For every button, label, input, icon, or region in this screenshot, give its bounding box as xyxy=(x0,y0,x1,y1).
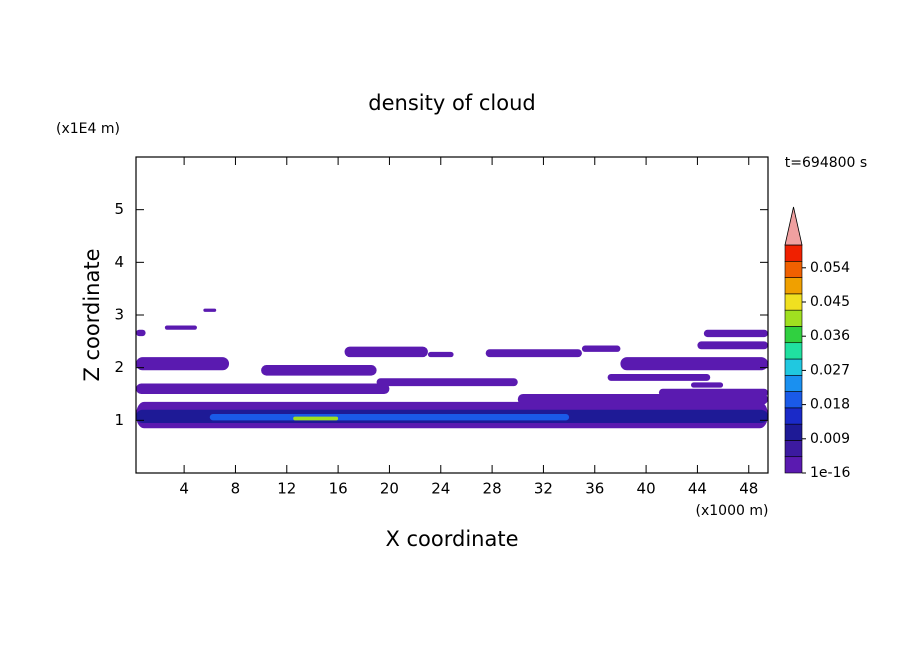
colorbar-segment xyxy=(784,309,803,327)
x-tick-label: 24 xyxy=(431,480,450,498)
contour-patch xyxy=(485,349,582,358)
colorbar-segment xyxy=(784,358,803,376)
x-tick-label: 32 xyxy=(534,480,553,498)
colorbar-segment xyxy=(784,342,803,360)
colorbar-tick-label: 0.027 xyxy=(810,362,850,378)
contour-patch xyxy=(703,329,768,338)
y-tick-label: 5 xyxy=(114,200,124,218)
x-tick-label: 40 xyxy=(637,480,656,498)
x-tick-label: 4 xyxy=(179,480,189,498)
y-tick-label: 3 xyxy=(114,306,124,324)
colorbar-segment xyxy=(784,277,803,295)
contour-patch xyxy=(261,365,377,376)
colorbar-overflow xyxy=(784,206,803,246)
contour-patch xyxy=(136,357,230,371)
colorbar-segment xyxy=(784,407,803,425)
contour-patch xyxy=(691,382,724,388)
colorbar-tick-label: 1e-16 xyxy=(810,465,850,481)
y-tick-label: 2 xyxy=(114,358,124,376)
y-unit: (x1E4 m) xyxy=(56,121,120,137)
x-axis-label: X coordinate xyxy=(385,527,518,551)
colorbar-tick-label: 0.018 xyxy=(810,397,850,413)
chart-title: density of cloud xyxy=(368,91,535,115)
y-tick-label: 4 xyxy=(114,253,124,271)
x-tick-label: 44 xyxy=(688,480,707,498)
colorbar-tick-label: 0.009 xyxy=(810,431,850,447)
x-unit: (x1000 m) xyxy=(696,503,769,519)
colorbar-segment xyxy=(784,440,803,458)
contour-patch xyxy=(293,416,339,421)
contour-patch xyxy=(136,329,146,337)
colorbar-segment xyxy=(784,244,803,262)
contour-patch xyxy=(581,345,621,352)
contour-patch xyxy=(136,383,390,394)
colorbar-segment xyxy=(784,374,803,392)
contour-patch xyxy=(620,357,768,371)
contour-patch xyxy=(427,351,454,358)
contour-patch xyxy=(697,341,768,350)
contour-patch xyxy=(344,346,428,358)
y-tick-label: 1 xyxy=(114,411,124,429)
x-tick-label: 20 xyxy=(380,480,399,498)
colorbar-segment xyxy=(784,293,803,311)
x-tick-label: 28 xyxy=(483,480,502,498)
colorbar-tick-label: 0.045 xyxy=(810,294,850,310)
colorbar-tick-label: 0.036 xyxy=(810,328,850,344)
contour-patch xyxy=(376,378,518,387)
contour-patch xyxy=(203,308,217,312)
colorbar-segment xyxy=(784,391,803,409)
x-tick-label: 12 xyxy=(277,480,296,498)
contour-patch xyxy=(209,414,570,421)
x-tick-label: 48 xyxy=(739,480,758,498)
y-axis-label: Z coordinate xyxy=(80,248,104,381)
colorbar-segment xyxy=(784,456,803,474)
colorbar-segment xyxy=(784,423,803,441)
colorbar-segment xyxy=(784,326,803,344)
contour-patch xyxy=(658,388,768,397)
colorbar-segment xyxy=(784,260,803,278)
contour-patch xyxy=(607,373,711,381)
x-tick-label: 36 xyxy=(585,480,604,498)
x-tick-label: 8 xyxy=(231,480,241,498)
x-tick-label: 16 xyxy=(329,480,348,498)
colorbar-tick-label: 0.054 xyxy=(810,260,850,276)
time-label: t=694800 s xyxy=(785,155,867,171)
contour-patch xyxy=(164,325,197,330)
